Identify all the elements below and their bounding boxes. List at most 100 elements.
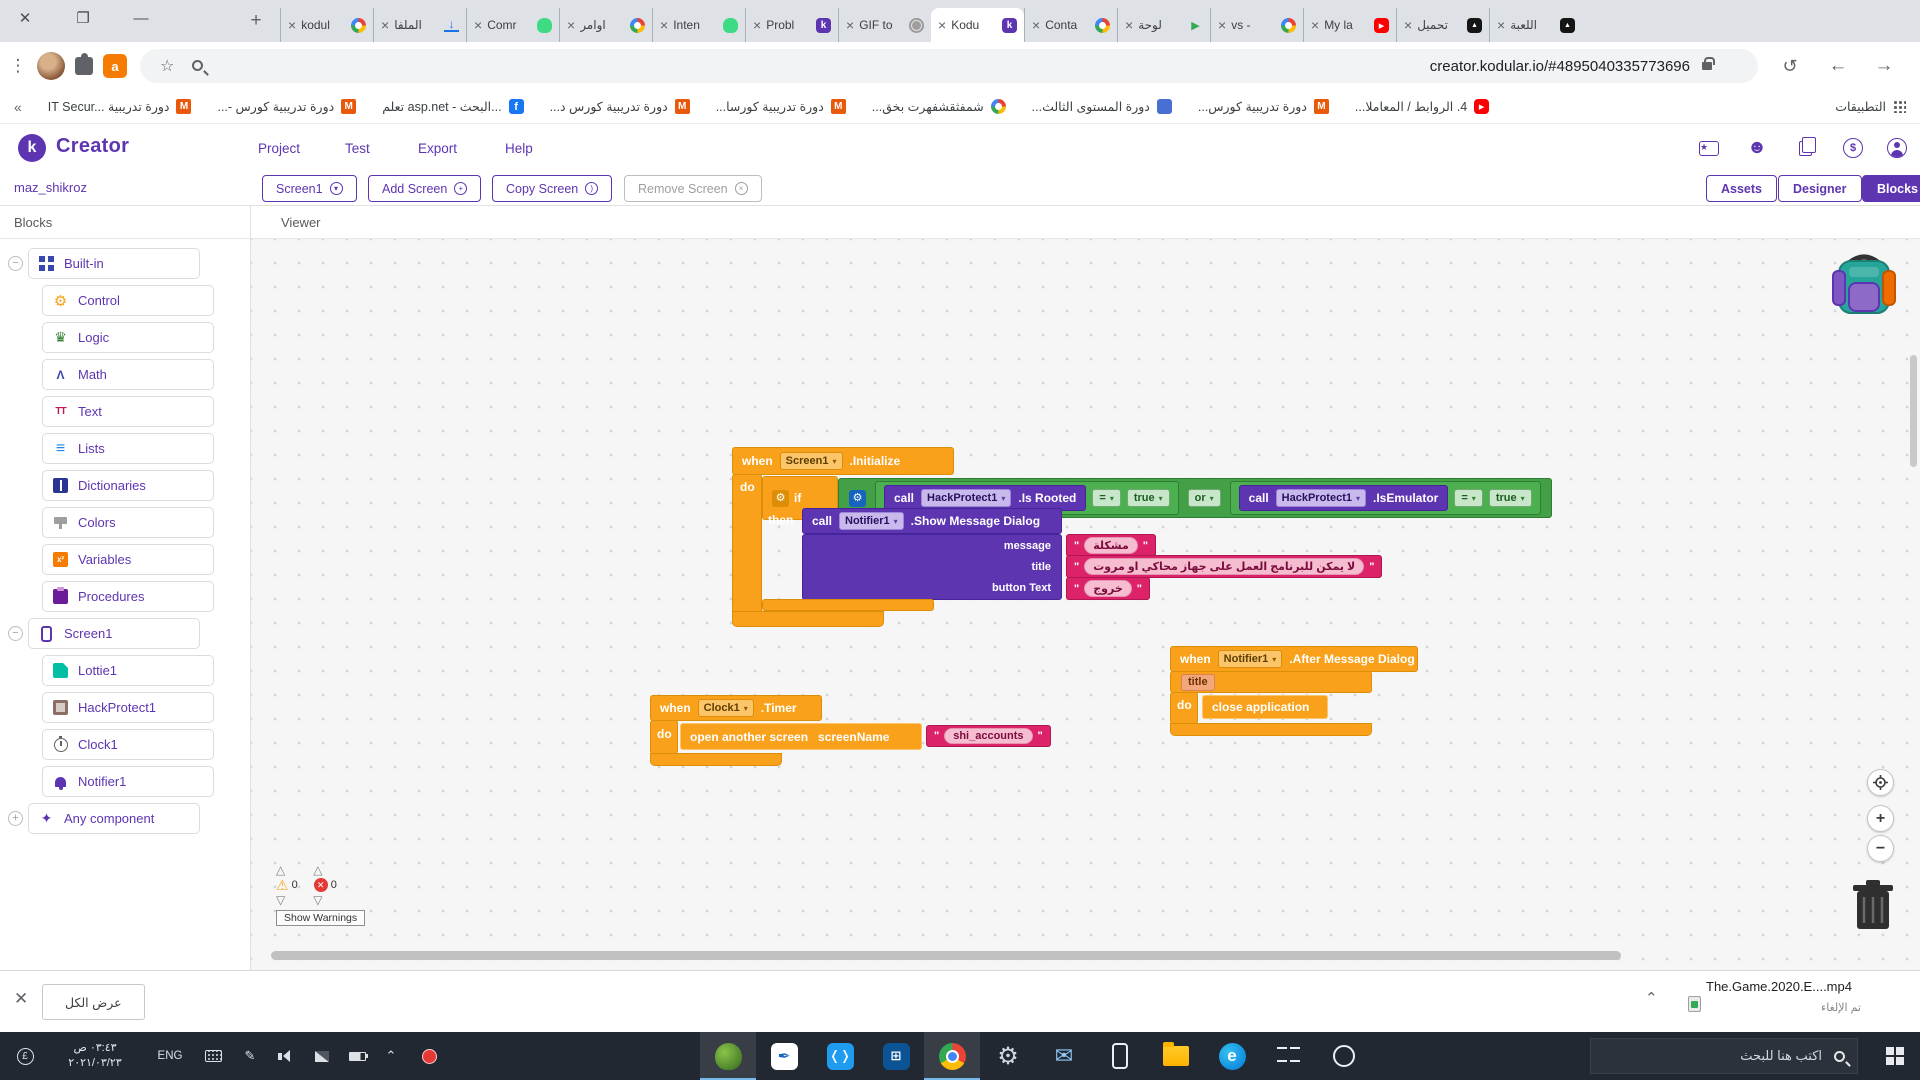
sidebar-item-math[interactable]: Λ Math [0, 357, 251, 394]
sidebar-item-colors[interactable]: Colors [0, 505, 251, 542]
call-isrooted-block[interactable]: call HackProtect1 .Is Rooted [884, 485, 1087, 511]
browser-tab[interactable]: My la [1303, 8, 1396, 42]
trash-icon[interactable] [1849, 877, 1897, 933]
browser-tab[interactable]: Inten [652, 8, 745, 42]
tab-close-icon[interactable] [288, 17, 296, 33]
sidebar-item-clock1[interactable]: Clock1 [0, 727, 251, 764]
taskbar-clock[interactable]: ٠٣:٤٣ ص ٢٠٢١/٠٣/٢٣ [68, 1042, 122, 1069]
menu-project[interactable]: Project [258, 140, 301, 156]
sidebar-item-hackprotect1[interactable]: HackProtect1 [0, 690, 251, 727]
mutator-gear-icon[interactable]: ⚙ [849, 489, 866, 507]
battery-icon[interactable] [340, 1032, 374, 1080]
new-tab-button[interactable]: + [250, 10, 262, 31]
tab-close-icon[interactable] [1125, 17, 1133, 33]
sidebar-item-dictionaries[interactable]: Dictionaries [0, 468, 251, 505]
language-indicator[interactable]: ENG [157, 1050, 183, 1062]
mutator-gear-icon[interactable]: ⚙ [772, 489, 789, 507]
taskbar-app-mail[interactable]: ✉ [1036, 1032, 1092, 1080]
browser-tab[interactable]: الملفا [373, 8, 466, 42]
call-isemulator-block[interactable]: call HackProtect1 .IsEmulator [1238, 485, 1449, 511]
sidebar-item-procedures[interactable]: Procedures [0, 579, 251, 616]
bookmark-item[interactable]: دورة تدريبية كورسا... [716, 99, 846, 114]
collapse-warnings-icon[interactable]: △ [276, 863, 286, 877]
window-restore-icon[interactable]: ❐ [76, 10, 90, 27]
bookmark-item[interactable]: IT Secur... دورة تدريبية [48, 99, 192, 114]
taskbar-app-green[interactable] [700, 1032, 756, 1080]
gallery-icon[interactable] [1698, 137, 1720, 159]
bookmark-item[interactable]: دورة تدريبية كورس -... [217, 99, 357, 114]
component-dropdown[interactable]: Clock1 [697, 699, 754, 717]
blocks-canvas[interactable]: when Screen1 .Initialize do ⚙ if ⚙ call … [251, 239, 1920, 970]
browser-tab[interactable]: Probl [745, 8, 838, 42]
sidebar-item-control[interactable]: ⚙ Control [0, 283, 251, 320]
browser-tab[interactable]: kodul [280, 8, 373, 42]
tab-close-icon[interactable] [567, 17, 575, 33]
tab-close-icon[interactable] [846, 17, 854, 33]
browser-tab[interactable]: vs - [1210, 8, 1303, 42]
tab-close-icon[interactable] [938, 17, 946, 33]
expand-icon[interactable]: + [8, 811, 23, 826]
open-another-screen-block[interactable]: open another screen screenName [680, 723, 922, 750]
zoom-in-button[interactable]: + [1867, 805, 1894, 832]
copy-screen-button[interactable]: Copy Screen) [492, 175, 613, 202]
profile-avatar[interactable] [34, 42, 68, 90]
extension-a-icon[interactable]: a [100, 42, 130, 90]
sidebar-item-logic[interactable]: ♛ Logic [0, 320, 251, 357]
touch-keyboard-icon[interactable] [196, 1032, 230, 1080]
sidebar-item-any-component[interactable]: + ✦ Any component [0, 801, 251, 838]
compare-block[interactable]: call HackProtect1 .Is Rooted = true [875, 481, 1179, 515]
bookmark-item[interactable]: دورة تدريبية كورس د... [550, 99, 690, 114]
block-when-screen1-initialize[interactable]: when Screen1 .Initialize do ⚙ if ⚙ call … [732, 447, 1632, 637]
component-dropdown[interactable]: HackProtect1 [1275, 489, 1366, 507]
sidebar-item-lottie1[interactable]: Lottie1 [0, 653, 251, 690]
operator-dropdown[interactable]: = [1092, 489, 1121, 507]
true-dropdown[interactable]: true [1126, 489, 1170, 507]
bookmark-star-icon[interactable]: ☆ [160, 58, 175, 75]
menu-export[interactable]: Export [418, 140, 458, 156]
zoom-out-button[interactable]: − [1867, 835, 1894, 862]
forward-icon[interactable]: → [1874, 55, 1894, 76]
tab-close-icon[interactable] [753, 17, 761, 33]
browser-tab-active[interactable]: Kodu [931, 8, 1024, 42]
block-when-clock1-timer[interactable]: when Clock1 .Timer do open another scree… [650, 695, 1270, 775]
sidebar-item-text[interactable]: TT Text [0, 394, 251, 431]
browser-tab[interactable]: لوحة [1117, 8, 1210, 42]
kodular-logo[interactable]: k [18, 134, 46, 162]
expand-errors-icon[interactable]: ▽ [313, 893, 323, 907]
reload-icon[interactable]: ↺ [1782, 55, 1798, 76]
bookmark-item[interactable]: 4. الروابط / المعاملا... [1355, 99, 1490, 114]
vertical-scrollbar[interactable] [1910, 355, 1917, 467]
taskbar-app-grid[interactable] [1260, 1032, 1316, 1080]
block-when-notifier1-aftermessagedialog[interactable]: when Notifier1 .After Message Dialog tit… [1170, 646, 1440, 741]
bookmark-item[interactable]: دورة تدريبية كورس... [1198, 99, 1329, 114]
taskbar-app-paint3d[interactable]: ✒ [756, 1032, 812, 1080]
browser-menu-icon[interactable]: ⋮ [9, 56, 27, 75]
earnings-icon[interactable]: $ [1842, 137, 1864, 159]
show-warnings-button[interactable]: Show Warnings [276, 910, 366, 926]
tab-close-icon[interactable] [1311, 17, 1319, 33]
operator-dropdown[interactable]: = [1454, 489, 1483, 507]
volume-icon[interactable] [270, 1032, 302, 1080]
bookmark-item[interactable]: دورة المستوى الثالث... [1032, 99, 1172, 114]
tab-close-icon[interactable] [660, 17, 668, 33]
sidebar-item-variables[interactable]: x² Variables [0, 542, 251, 579]
show-all-downloads-button[interactable]: عرض الكل [42, 984, 145, 1020]
extensions-icon[interactable] [70, 42, 98, 90]
collapse-errors-icon[interactable]: △ [313, 863, 323, 877]
download-item-chevron-icon[interactable]: ⌃ [1645, 990, 1658, 1007]
sidebar-item-notifier1[interactable]: Notifier1 [0, 764, 251, 801]
text-block-message[interactable]: مشكلة [1066, 534, 1156, 557]
download-filename[interactable]: The.Game.2020.E....mp4 [1706, 979, 1852, 994]
bookmark-apps[interactable]: التطبيقات [1835, 99, 1906, 114]
taskbar-app-vscode[interactable]: ❬❭ [812, 1032, 868, 1080]
community-icon[interactable] [1746, 137, 1768, 159]
window-close-icon[interactable]: ✕ [18, 10, 32, 27]
text-block-title[interactable]: لا يمكن للبرنامج العمل على جهاز محاكي او… [1066, 555, 1383, 578]
designer-button[interactable]: Designer [1778, 175, 1862, 202]
param-chip[interactable]: title [1181, 673, 1215, 691]
expand-warnings-icon[interactable]: ▽ [276, 893, 286, 907]
close-application-block[interactable]: close application [1202, 695, 1328, 719]
sidebar-item-screen1[interactable]: − Screen1 [0, 616, 251, 653]
tray-coin-icon[interactable]: £ [8, 1032, 42, 1080]
taskbar-app-explorer[interactable] [1148, 1032, 1204, 1080]
